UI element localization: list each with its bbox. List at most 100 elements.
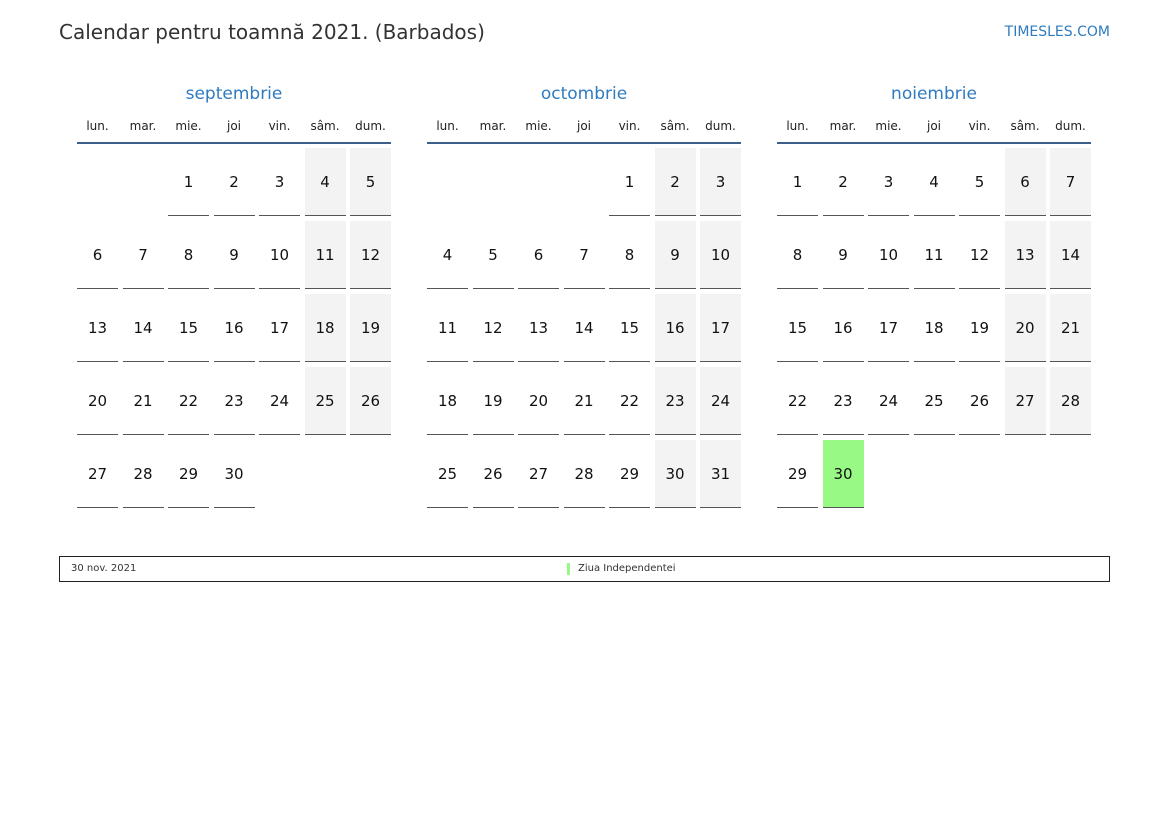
day-cell: 28 [563,440,605,508]
weekday-label: sâm. [1010,119,1040,133]
weekday-label: sâm. [310,119,340,133]
day-cell: 21 [1050,294,1091,362]
weekday-label: mie. [175,119,202,133]
day-cell: 2 [654,148,696,216]
day-cell: 25 [913,367,955,435]
weekday-label: joi [576,119,591,133]
day-cell: 5 [350,148,391,216]
day-cell: 10 [700,221,741,289]
day-cell: 25 [304,367,346,435]
day-cell: 18 [427,367,468,435]
day-cell: 12 [472,294,514,362]
day-cell: 16 [213,294,255,362]
month-septembrie: septembrie lun. mar. mie. joi vin. sâm. dum. 1 2 3… [77,84,391,514]
day-cell: 8 [609,221,650,289]
day-cell: 4 [304,148,346,216]
day-cell: 29 [168,440,209,508]
page-title: Calendar pentru toamnă 2021. (Barbados) [59,20,485,44]
day-cell: 16 [822,294,864,362]
weekday-label: joi [226,119,241,133]
month-title: septembrie [185,84,283,104]
day-cell: 25 [427,440,468,508]
weekday-label: dum. [1055,119,1086,133]
day-cell: 26 [472,440,514,508]
day-cell: 13 [518,294,559,362]
day-cell: 11 [913,221,955,289]
day-cell: 21 [122,367,164,435]
weekday-label: mie. [525,119,552,133]
day-cell: 20 [1004,294,1046,362]
weekday-label: mie. [875,119,902,133]
day-cell: 29 [609,440,650,508]
day-cell: 3 [259,148,300,216]
day-cell: 2 [213,148,255,216]
day-cell: 19 [350,294,391,362]
day-cell: 6 [1004,148,1046,216]
day-cell: 4 [913,148,955,216]
day-cell: 6 [77,221,118,289]
day-cell: 18 [913,294,955,362]
day-cell: 15 [609,294,650,362]
day-cell: 26 [959,367,1000,435]
day-cell: 17 [700,294,741,362]
header-divider [777,142,1091,144]
month-noiembrie: noiembrie lun. mar. mie. joi vin. sâm. dum. 1 2 3 4… [777,84,1091,514]
day-cell: 27 [1004,367,1046,435]
day-cell: 12 [350,221,391,289]
holiday-legend: 30 nov. 2021 Ziua Independentei [59,556,1110,582]
day-cell: 22 [168,367,209,435]
day-cell: 12 [959,221,1000,289]
day-cell: 31 [700,440,741,508]
day-cell: 8 [168,221,209,289]
day-cell: 6 [518,221,559,289]
day-cell: 10 [259,221,300,289]
day-cell: 15 [777,294,818,362]
day-cell: 1 [609,148,650,216]
day-cell: 26 [350,367,391,435]
day-cell: 14 [1050,221,1091,289]
day-cell: 9 [822,221,864,289]
brand-link[interactable]: TIMESLES.COM [1004,24,1110,40]
month-octombrie: octombrie lun. mar. mie. joi vin. sâm. dum. 1 2 3 4… [427,84,741,514]
weekday-label: dum. [705,119,736,133]
weekday-label: mar. [479,119,507,133]
day-cell: 20 [77,367,118,435]
weekday-label: sâm. [660,119,690,133]
month-title: noiembrie [891,84,977,104]
day-cell: 5 [472,221,514,289]
day-cell: 11 [427,294,468,362]
day-cell: 13 [77,294,118,362]
day-cell: 14 [122,294,164,362]
weekday-label: vin. [268,119,291,133]
day-cell: 5 [959,148,1000,216]
day-cell: 22 [609,367,650,435]
day-cell: 21 [563,367,605,435]
day-cell: 24 [700,367,741,435]
day-cell: 20 [518,367,559,435]
day-cell: 23 [654,367,696,435]
header-divider [427,142,741,144]
day-cell: 17 [259,294,300,362]
day-cell: 22 [777,367,818,435]
day-cell: 23 [213,367,255,435]
day-cell: 30 [213,440,255,508]
day-cell: 1 [777,148,818,216]
weekday-label: mar. [129,119,157,133]
day-cell: 2 [822,148,864,216]
weekday-label: dum. [355,119,386,133]
day-cell: 30 [654,440,696,508]
day-cell: 18 [304,294,346,362]
day-cell: 4 [427,221,468,289]
day-cell: 13 [1004,221,1046,289]
day-cell: 27 [77,440,118,508]
day-cell-holiday: 30 [822,440,864,508]
day-cell: 10 [868,221,909,289]
weekday-label: mar. [829,119,857,133]
holiday-name: Ziua Independentei [567,563,676,575]
day-cell: 28 [1050,367,1091,435]
day-cell: 23 [822,367,864,435]
day-cell: 3 [700,148,741,216]
weekday-label: vin. [618,119,641,133]
day-cell: 19 [472,367,514,435]
day-cell: 11 [304,221,346,289]
